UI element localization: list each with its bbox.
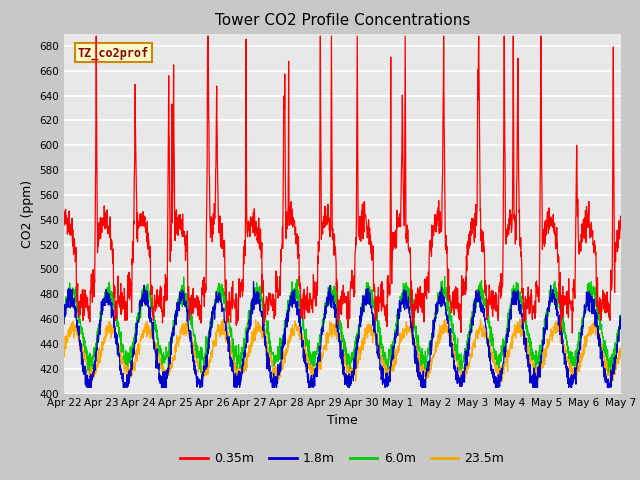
Legend: 0.35m, 1.8m, 6.0m, 23.5m: 0.35m, 1.8m, 6.0m, 23.5m: [175, 447, 509, 470]
X-axis label: Time: Time: [327, 414, 358, 427]
Title: Tower CO2 Profile Concentrations: Tower CO2 Profile Concentrations: [214, 13, 470, 28]
Y-axis label: CO2 (ppm): CO2 (ppm): [21, 180, 34, 248]
Text: TZ_co2prof: TZ_co2prof: [78, 46, 149, 60]
